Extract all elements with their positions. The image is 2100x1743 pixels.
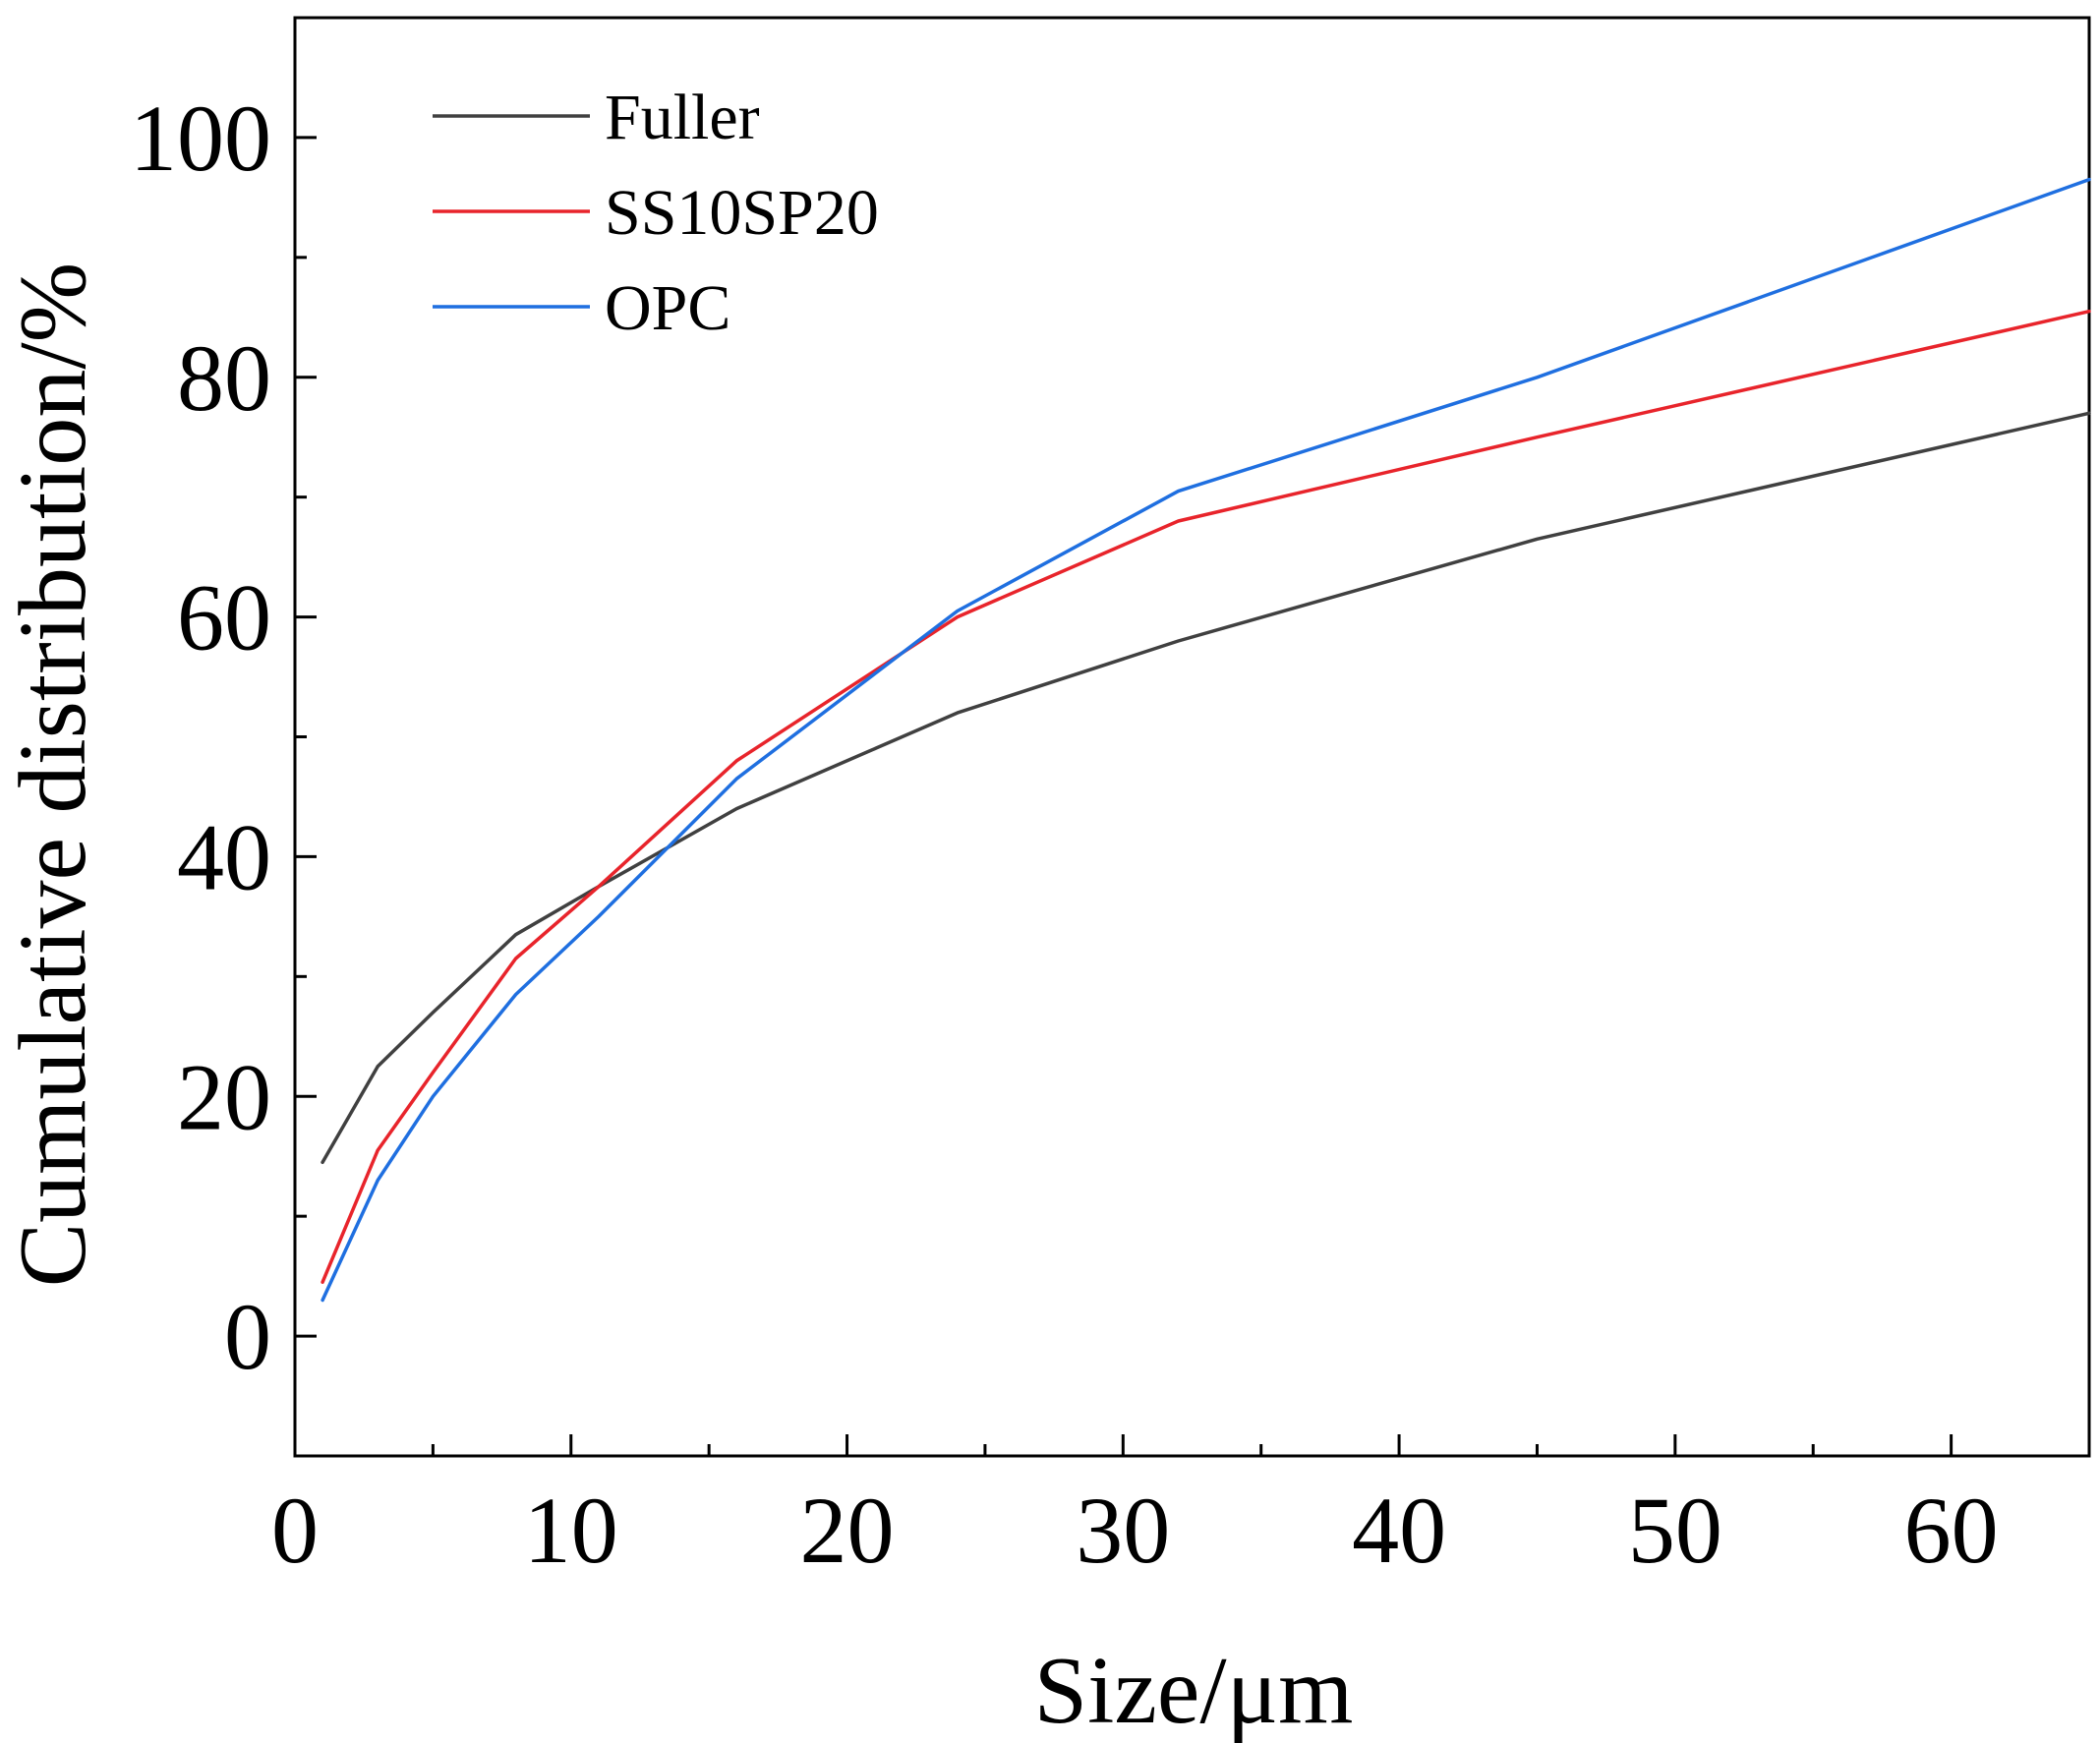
legend-label-opc: OPC xyxy=(605,272,730,344)
series-line-ss10sp20 xyxy=(321,309,2091,1284)
y-tick-label: 60 xyxy=(177,565,271,670)
y-tick-label: 20 xyxy=(177,1044,271,1149)
series-line-opc xyxy=(321,177,2091,1303)
x-tick-label: 40 xyxy=(1352,1478,1446,1583)
y-tick-label: 80 xyxy=(177,325,271,431)
legend-label-ss10sp20: SS10SP20 xyxy=(605,177,879,249)
x-axis-ticks: 0 10 20 30 40 50 60 xyxy=(271,1434,1999,1583)
x-tick-label: 0 xyxy=(271,1478,319,1583)
y-tick-label: 0 xyxy=(224,1284,271,1389)
x-tick-label: 50 xyxy=(1628,1478,1722,1583)
x-tick-label: 30 xyxy=(1076,1478,1170,1583)
data-series xyxy=(321,177,2091,1303)
x-tick-label: 20 xyxy=(800,1478,895,1583)
legend-label-fuller: Fuller xyxy=(605,82,760,153)
legend: Fuller SS10SP20 OPC xyxy=(433,82,879,344)
x-axis-title: Size/μm xyxy=(1034,1638,1354,1743)
x-tick-label: 60 xyxy=(1904,1478,1999,1583)
y-tick-label: 100 xyxy=(130,86,271,191)
y-axis-title: Cumulative distribution/% xyxy=(0,262,106,1288)
y-axis-ticks: 0 20 40 60 80 100 xyxy=(130,16,317,1458)
y-tick-label: 40 xyxy=(177,804,271,909)
x-tick-label: 10 xyxy=(524,1478,618,1583)
